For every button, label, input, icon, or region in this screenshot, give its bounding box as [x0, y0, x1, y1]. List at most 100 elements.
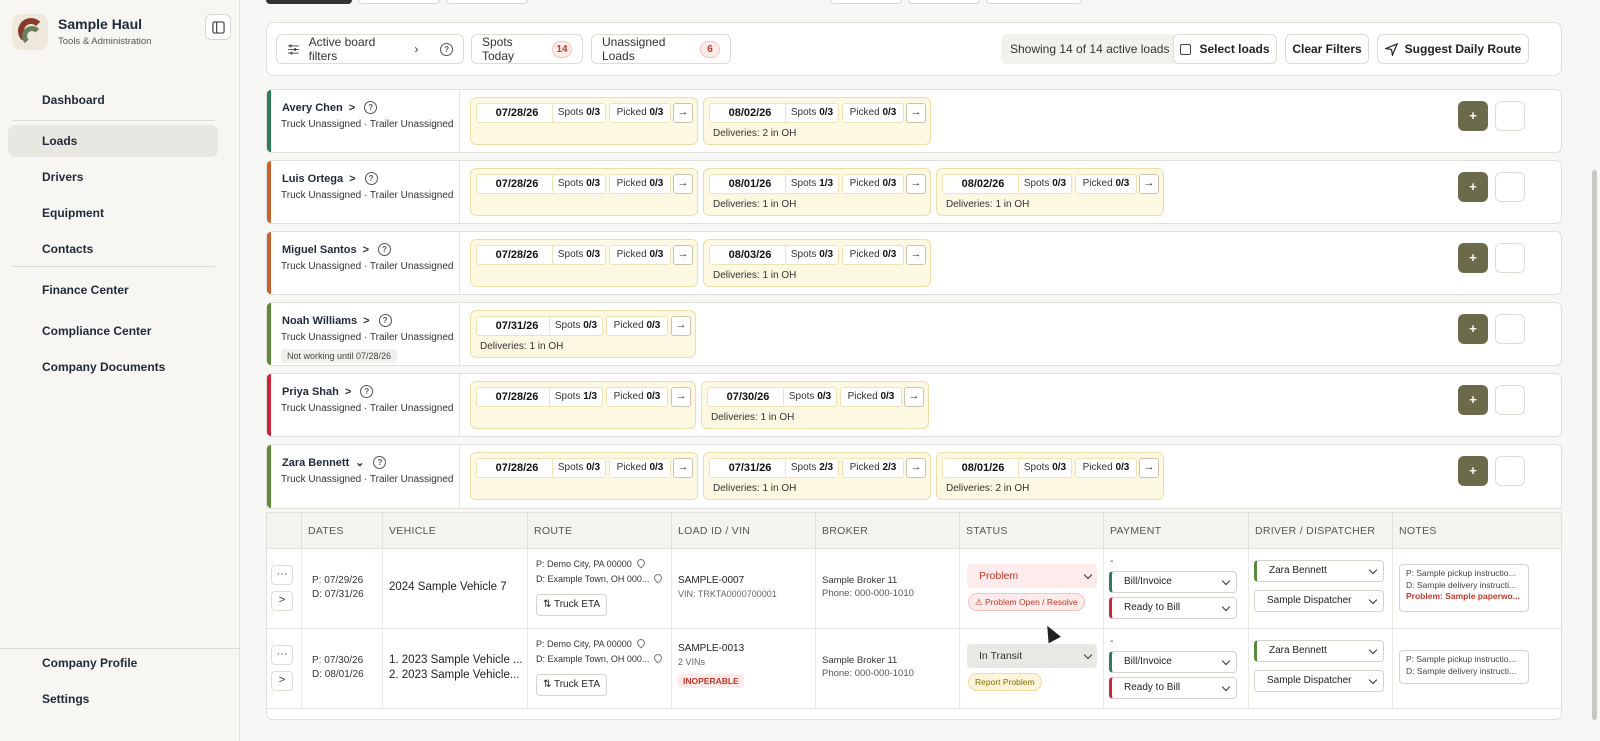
map-pin-icon[interactable] [635, 557, 647, 569]
sidebar-item-contacts[interactable]: Contacts [8, 233, 218, 265]
help-icon[interactable]: ? [440, 42, 454, 56]
sidebar-item-finance-center[interactable]: Finance Center [8, 274, 218, 306]
notes-box[interactable]: P: Sample pickup instructio... D: Sample … [1399, 650, 1529, 684]
open-day-arrow-button[interactable]: → [673, 458, 693, 478]
driver-name-text[interactable]: Miguel Santos [282, 243, 357, 256]
suggest-daily-route-button[interactable]: Suggest Daily Route [1377, 34, 1529, 64]
table-row[interactable]: ··· > P: 07/30/26 D: 08/01/26 1. 2023 Sample… [267, 629, 1561, 709]
top-tab[interactable] [446, 0, 528, 4]
open-day-arrow-button[interactable]: → [673, 245, 693, 265]
open-day-arrow-button[interactable]: → [673, 103, 693, 123]
driver-name[interactable]: Noah Williams >? [282, 314, 392, 327]
assign-driver-button[interactable] [1495, 101, 1525, 131]
truck-eta-button[interactable]: ⇅ Truck ETA [536, 674, 608, 696]
driver-name[interactable]: Zara Bennett ⌄? [282, 456, 387, 469]
day-card[interactable]: 07/28/26 Spots 0/3 Picked 0/3 → [470, 452, 698, 500]
driver-select[interactable]: Zara Bennett [1254, 640, 1384, 662]
report-problem-button[interactable]: Report Problem [968, 673, 1042, 691]
map-pin-icon[interactable] [635, 637, 647, 649]
notes-box[interactable]: P: Sample pickup instructio... D: Sample … [1399, 564, 1529, 612]
sidebar-item-company-documents[interactable]: Company Documents [8, 351, 218, 383]
open-day-arrow-button[interactable]: → [673, 174, 693, 194]
invoice-type-select[interactable]: Bill/Invoice [1109, 571, 1237, 593]
driver-expand-caret[interactable]: ⌄ [355, 457, 365, 469]
select-loads-button[interactable]: Select loads [1173, 34, 1277, 64]
help-icon[interactable]: ? [360, 385, 374, 398]
add-load-button[interactable]: + [1458, 385, 1488, 415]
column-header-payment[interactable]: PAYMENT [1103, 513, 1248, 549]
open-day-arrow-button[interactable]: → [1139, 174, 1159, 194]
column-header-vehicle[interactable]: VEHICLE [382, 513, 527, 549]
billing-status-select[interactable]: Ready to Bill [1109, 597, 1237, 619]
day-card[interactable]: 07/31/26 Spots 2/3 Picked 2/3 → Deliveries: … [703, 452, 931, 500]
expand-row-button[interactable]: > [271, 671, 293, 691]
status-select[interactable]: In Transit [967, 644, 1097, 668]
add-load-button[interactable]: + [1458, 101, 1488, 131]
day-card[interactable]: 07/31/26 Spots 0/3 Picked 0/3 → Deliveries: … [470, 310, 696, 358]
driver-name-text[interactable]: Luis Ortega [282, 172, 344, 185]
driver-expand-caret[interactable]: > [348, 101, 356, 114]
invoice-type-select[interactable]: Bill/Invoice [1109, 651, 1237, 673]
column-header-driver-dispatcher[interactable]: DRIVER / DISPATCHER [1248, 513, 1392, 549]
truck-eta-button[interactable]: ⇅ Truck ETA [536, 594, 608, 616]
top-tab[interactable] [986, 0, 1082, 4]
open-day-arrow-button[interactable]: → [1139, 458, 1159, 478]
driver-name-text[interactable]: Priya Shah [282, 385, 339, 398]
sidebar-item-dashboard[interactable]: Dashboard [8, 84, 218, 116]
unassigned-loads-chip[interactable]: Unassigned Loads 6 [591, 34, 731, 64]
scrollbar[interactable] [1592, 170, 1597, 720]
sidebar-item-compliance-center[interactable]: Compliance Center [8, 315, 218, 347]
open-day-arrow-button[interactable]: → [671, 387, 691, 407]
column-header-route[interactable]: ROUTE [527, 513, 672, 549]
map-pin-icon[interactable] [652, 652, 665, 664]
expand-row-button[interactable]: > [271, 591, 293, 611]
driver-expand-caret[interactable]: > [362, 243, 369, 256]
top-tab[interactable] [830, 0, 902, 4]
top-tab-active[interactable] [266, 0, 352, 4]
day-card[interactable]: 08/02/26 Spots 0/3 Picked 0/3 → Deliveries: … [703, 97, 931, 145]
day-card[interactable]: 08/01/26 Spots 0/3 Picked 0/3 → Deliveries: … [936, 452, 1164, 500]
clear-filters-button[interactable]: Clear Filters [1285, 34, 1369, 64]
open-day-arrow-button[interactable]: → [906, 174, 926, 194]
driver-expand-caret[interactable]: > [349, 172, 356, 185]
top-tab[interactable] [908, 0, 980, 4]
day-card[interactable]: 07/28/26 Spots 1/3 Picked 0/3 → [470, 381, 696, 429]
row-actions-button[interactable]: ··· [271, 565, 293, 585]
add-load-button[interactable]: + [1458, 172, 1488, 202]
day-card[interactable]: 08/03/26 Spots 0/3 Picked 0/3 → Deliveries: … [703, 239, 931, 287]
assign-driver-button[interactable] [1495, 314, 1525, 344]
dispatcher-select[interactable]: Sample Dispatcher [1254, 590, 1384, 612]
spots-today-chip[interactable]: Spots Today 14 [471, 34, 583, 64]
column-header-status[interactable]: STATUS [959, 513, 1103, 549]
help-icon[interactable]: ? [373, 456, 387, 469]
checkbox-icon[interactable] [1180, 43, 1192, 55]
driver-name[interactable]: Luis Ortega >? [282, 172, 378, 185]
assign-driver-button[interactable] [1495, 385, 1525, 415]
warning-icon[interactable] [1437, 180, 1451, 194]
sidebar-item-loads[interactable]: Loads [8, 125, 218, 157]
billing-status-select[interactable]: Ready to Bill [1109, 677, 1237, 699]
map-pin-icon[interactable] [652, 572, 665, 584]
help-icon[interactable]: ? [364, 101, 378, 114]
driver-name-text[interactable]: Zara Bennett [282, 456, 350, 469]
driver-name-text[interactable]: Avery Chen [282, 101, 343, 114]
open-day-arrow-button[interactable]: → [906, 103, 926, 123]
help-icon[interactable]: ? [364, 172, 378, 185]
column-header-broker[interactable]: BROKER [815, 513, 959, 549]
sidebar-item-company-profile[interactable]: Company Profile [8, 647, 218, 679]
add-load-button[interactable]: + [1458, 314, 1488, 344]
assign-driver-button[interactable] [1495, 172, 1525, 202]
help-icon[interactable]: ? [378, 314, 392, 327]
column-header-load-id-vin[interactable]: LOAD ID / VIN [671, 513, 815, 549]
add-load-button[interactable]: + [1458, 243, 1488, 273]
top-tab[interactable] [358, 0, 440, 4]
driver-name[interactable]: Priya Shah >? [282, 385, 374, 398]
day-card[interactable]: 07/28/26 Spots 0/3 Picked 0/3 → [470, 239, 698, 287]
active-board-filters-button[interactable]: Active board filters › ? [276, 34, 464, 64]
sidebar-item-drivers[interactable]: Drivers [8, 161, 218, 193]
open-day-arrow-button[interactable]: → [906, 245, 926, 265]
day-card[interactable]: 07/28/26 Spots 0/3 Picked 0/3 → [470, 97, 698, 145]
day-card[interactable]: 08/01/26 Spots 1/3 Picked 0/3 → Deliveries: … [703, 168, 931, 216]
driver-name[interactable]: Avery Chen >? [282, 101, 378, 114]
assign-driver-button[interactable] [1495, 243, 1525, 273]
